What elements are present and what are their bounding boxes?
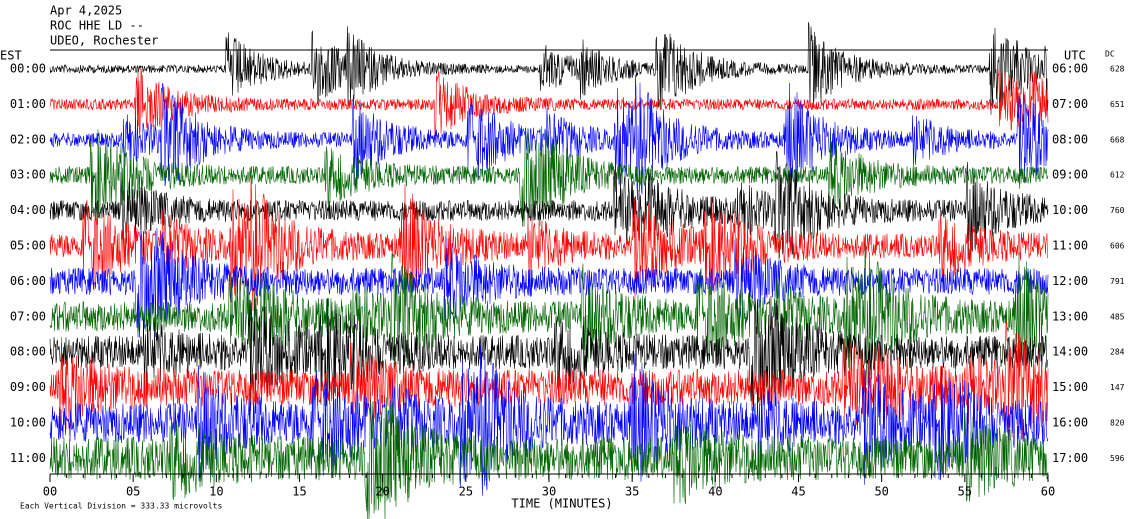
est-label: 11:00 <box>10 451 46 465</box>
est-label: 04:00 <box>10 203 46 217</box>
est-label: 10:00 <box>10 416 46 430</box>
est-label: 07:00 <box>10 309 46 323</box>
est-label: 02:00 <box>10 132 46 146</box>
dc-label: 628 <box>1110 65 1125 74</box>
utc-label: 09:00 <box>1052 168 1088 182</box>
dc-label: 760 <box>1110 206 1125 215</box>
x-tick-label: 05 <box>126 485 140 499</box>
trace <box>49 295 1049 412</box>
x-tick-label: 50 <box>874 485 888 499</box>
dc-label: 651 <box>1110 100 1125 109</box>
dc-title: DC <box>1105 50 1115 59</box>
dc-label: 668 <box>1110 135 1125 144</box>
trace <box>49 397 1049 519</box>
trace <box>49 74 1049 201</box>
est-label: 09:00 <box>10 380 46 394</box>
x-tick-label: 20 <box>375 485 389 499</box>
est-label: 01:00 <box>10 97 46 111</box>
x-tick-label: 10 <box>209 485 223 499</box>
utc-label: 16:00 <box>1052 416 1088 430</box>
est-label: 03:00 <box>10 168 46 182</box>
x-tick-label: 55 <box>958 485 972 499</box>
x-tick-label: 35 <box>625 485 639 499</box>
utc-label: 14:00 <box>1052 345 1088 359</box>
trace <box>49 126 1049 227</box>
station: ROC HHE LD -- <box>50 19 144 33</box>
utc-label: 06:00 <box>1052 62 1088 76</box>
utc-label: 12:00 <box>1052 274 1088 288</box>
est-label: 00:00 <box>10 62 46 76</box>
trace <box>49 66 1049 142</box>
est-label: 05:00 <box>10 239 46 253</box>
x-tick-label: 25 <box>459 485 473 499</box>
x-tick-label: 40 <box>708 485 722 499</box>
dc-label: 485 <box>1110 312 1125 321</box>
utc-label: 11:00 <box>1052 239 1088 253</box>
utc-label: 08:00 <box>1052 132 1088 146</box>
x-axis-title: TIME (MINUTES) <box>511 497 612 511</box>
dc-label: 606 <box>1110 242 1125 251</box>
dc-label: 147 <box>1110 383 1125 392</box>
dc-label: 596 <box>1110 454 1125 463</box>
dc-label: 791 <box>1110 277 1125 286</box>
trace <box>49 150 1049 260</box>
x-tick-label: 00 <box>43 485 57 499</box>
dc-label: 820 <box>1110 419 1125 428</box>
utc-label: 13:00 <box>1052 309 1088 323</box>
utc-label: 15:00 <box>1052 380 1088 394</box>
trace <box>49 320 1049 444</box>
est-label: 06:00 <box>10 274 46 288</box>
trace <box>49 243 1049 385</box>
utc-label: 10:00 <box>1052 203 1088 217</box>
est-label: 08:00 <box>10 345 46 359</box>
x-tick-label: 15 <box>292 485 306 499</box>
utc-label: 07:00 <box>1052 97 1088 111</box>
traces <box>49 21 1049 519</box>
trace <box>49 175 1049 312</box>
right-title: UTC <box>1064 49 1086 63</box>
dc-label: 284 <box>1110 348 1125 357</box>
dc-label: 612 <box>1110 171 1125 180</box>
x-tick-label: 30 <box>542 485 556 499</box>
left-title: EST <box>0 49 22 63</box>
x-tick-label: 60 <box>1041 485 1055 499</box>
x-tick-label: 45 <box>791 485 805 499</box>
utc-label: 17:00 <box>1052 451 1088 465</box>
trace <box>49 21 1049 115</box>
network: UDEO, Rochester <box>50 34 158 48</box>
note: Each Vertical Division = 333.33 microvol… <box>20 502 222 511</box>
date: Apr 4,2025 <box>50 4 122 18</box>
